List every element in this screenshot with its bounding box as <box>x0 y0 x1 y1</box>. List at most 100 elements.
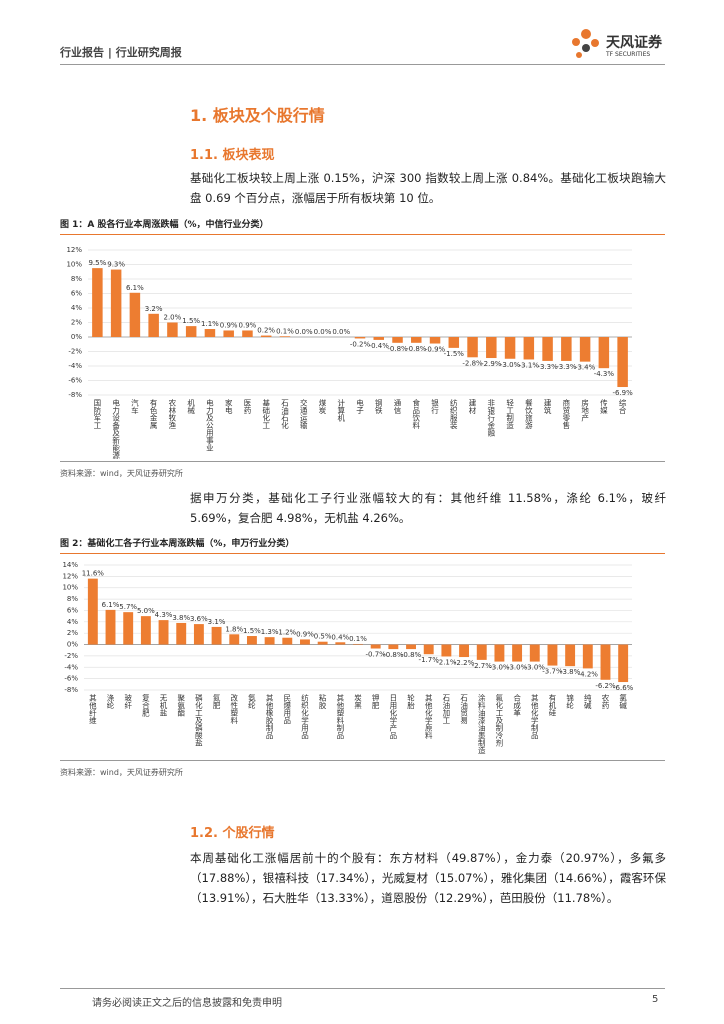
bar <box>354 337 366 339</box>
bar <box>529 644 540 662</box>
bar <box>486 337 497 359</box>
value-label: 1.2% <box>278 629 296 637</box>
value-label: 1.8% <box>225 625 243 633</box>
bar <box>123 612 134 645</box>
x-tick-label: 建筑 <box>543 398 552 416</box>
x-tick-label: 氮肥 <box>212 693 221 711</box>
bar <box>264 637 275 645</box>
bar <box>598 337 610 369</box>
bar <box>167 322 178 337</box>
value-label: -0.7% <box>366 651 387 659</box>
bar <box>229 634 240 645</box>
figure-caption: 图 1：A 股各行业本周涨跌幅（%，中信行业分类） <box>60 217 665 235</box>
bar <box>140 616 151 645</box>
x-tick-label: 农林牧渔 <box>168 398 177 430</box>
y-tick-label: -6% <box>68 377 82 385</box>
value-label: 0.0% <box>295 328 313 336</box>
y-tick-label: 2% <box>71 319 82 327</box>
value-label: -6.6% <box>613 684 634 692</box>
x-tick-label: 石油加工 <box>442 694 451 725</box>
x-tick-label: 煤炭 <box>318 398 327 416</box>
bar <box>282 637 293 645</box>
y-tick-label: -8% <box>64 686 78 694</box>
x-tick-label: 氟化工及制冷剂 <box>495 693 504 748</box>
x-tick-label: 国防军工 <box>93 399 102 430</box>
figure-caption: 图 2：基础化工各子行业本周涨跌幅（%，申万行业分类） <box>60 536 665 554</box>
report-name: 行业研究周报 <box>115 46 182 59</box>
x-tick-label: 机械 <box>186 398 195 416</box>
value-label: 0.9% <box>239 321 257 329</box>
bar <box>242 330 253 337</box>
bar <box>204 329 216 337</box>
bar <box>317 641 328 645</box>
value-label: 0.4% <box>331 633 349 641</box>
y-tick-label: 14% <box>62 561 78 569</box>
x-tick-label: 传媒 <box>599 398 608 416</box>
bar <box>353 643 363 645</box>
bar <box>105 609 116 645</box>
y-tick-label: 8% <box>67 595 78 603</box>
subsection-heading: 1.1. 板块表现 <box>190 148 275 163</box>
x-tick-label: 粘胶 <box>318 693 327 711</box>
value-label: -0.8% <box>401 651 422 659</box>
y-tick-label: 0% <box>67 641 78 649</box>
x-tick-label: 石油贸易 <box>459 694 468 726</box>
x-tick-label: 其他塑料制品 <box>336 694 345 741</box>
section-heading: 1. 板块及个股行情 <box>190 106 325 125</box>
value-label: -3.3% <box>537 363 558 371</box>
value-label: -4.3% <box>594 370 615 378</box>
x-tick-label: 无机盐 <box>159 694 168 717</box>
value-label: -2.8% <box>462 359 483 367</box>
y-tick-label: -4% <box>68 362 82 370</box>
value-label: 0.5% <box>314 633 332 641</box>
bar <box>617 337 628 388</box>
value-label: -0.8% <box>387 345 408 353</box>
bar <box>279 336 291 337</box>
bar <box>467 337 478 358</box>
x-tick-label: 餐饮旅游 <box>524 399 533 431</box>
figure-source: 资料来源：wind，天风证券研究所 <box>60 461 665 479</box>
x-tick-label: 石油石化 <box>280 399 289 431</box>
bar <box>87 578 98 645</box>
bar <box>193 624 204 645</box>
x-tick-label: 医药 <box>243 399 252 416</box>
bar <box>92 268 103 337</box>
value-label: 11.6% <box>82 570 105 578</box>
value-label: -3.0% <box>525 664 546 672</box>
value-label: -3.4% <box>575 364 596 372</box>
value-label: -4.2% <box>578 670 599 678</box>
x-tick-label: 有机硅 <box>548 693 557 717</box>
page-number: 5 <box>652 994 659 1005</box>
bar <box>561 337 572 361</box>
value-label: -1.5% <box>444 350 465 358</box>
bar <box>406 644 416 650</box>
x-tick-label: 有色金属 <box>149 398 158 431</box>
bar <box>565 644 576 667</box>
bar <box>300 639 310 645</box>
x-tick-label: 玻纤 <box>123 693 132 711</box>
bar <box>542 337 553 361</box>
value-label: -1.7% <box>419 656 440 664</box>
x-tick-label: 涂料油漆油墨制造 <box>477 693 486 756</box>
value-label: 2.0% <box>164 314 182 322</box>
bar <box>504 337 516 359</box>
bar <box>260 335 272 337</box>
x-tick-label: 钾肥 <box>371 694 380 711</box>
value-label: -2.9% <box>481 360 502 368</box>
value-label: 1.5% <box>243 627 261 635</box>
x-tick-label: 民爆用品 <box>283 694 292 726</box>
bar <box>579 337 591 362</box>
value-label: 9.3% <box>107 261 125 269</box>
y-tick-label: 12% <box>62 572 78 580</box>
x-tick-label: 汽车 <box>130 398 139 416</box>
value-label: -3.1% <box>519 361 540 369</box>
chart: 14% 12% 10% 8% 6% 4% 2% 0% -2% -4% -6% -8% 11.6% 其他纤维… <box>62 561 634 756</box>
x-tick-label: 计算机 <box>336 398 345 423</box>
value-label: 0.1% <box>349 635 367 643</box>
value-label: -3.0% <box>500 361 521 369</box>
x-tick-label: 氯碱 <box>618 693 627 711</box>
x-tick-label: 钢铁 <box>374 398 383 416</box>
bar <box>392 337 403 343</box>
value-label: 5.0% <box>137 607 155 615</box>
